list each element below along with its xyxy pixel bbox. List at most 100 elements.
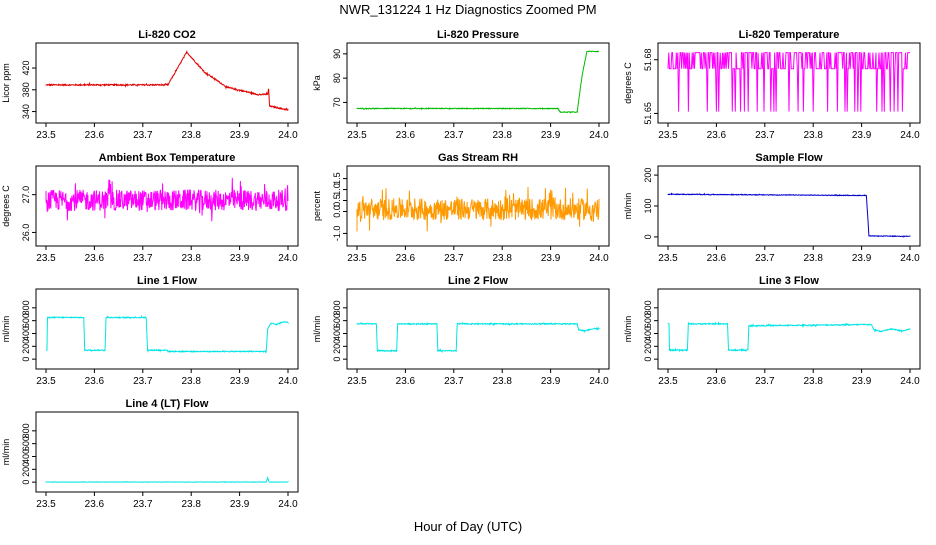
y-tick-label: 0.5 <box>332 194 342 207</box>
y-axis-label: degrees C <box>1 185 11 227</box>
x-tick-label: 23.5 <box>347 376 367 387</box>
x-tick-label: 23.9 <box>230 499 250 510</box>
panel-9: Line 3 Flow ml/min 23.5 23.6 23.7 23.8 23.9 24.… <box>623 275 921 387</box>
x-tick-label: 23.8 <box>492 253 512 264</box>
x-tick-label: 24.0 <box>278 130 298 141</box>
series-line <box>356 321 600 354</box>
x-tick-label: 23.7 <box>133 499 153 510</box>
x-tick-label: 23.8 <box>492 376 512 387</box>
panel-title: Line 3 Flow <box>759 275 819 287</box>
y-tick-label: 380 <box>21 82 31 97</box>
panel-title: Ambient Box Temperature <box>99 152 236 164</box>
y-tick-label: 600 <box>21 436 31 451</box>
y-axis-label: ml/min <box>623 193 633 220</box>
x-tick-label: 23.9 <box>852 130 872 141</box>
x-tick-label: 23.7 <box>133 130 153 141</box>
x-tick-label: 23.5 <box>658 130 678 141</box>
x-tick-label: 23.5 <box>36 253 56 264</box>
x-tick-label: 23.6 <box>707 130 727 141</box>
panel-title: Li-820 Temperature <box>739 29 840 41</box>
panel-title: Sample Flow <box>755 152 823 164</box>
y-tick-label: 0 <box>643 357 653 362</box>
x-tick-label: 23.7 <box>444 130 464 141</box>
x-tick-label: 23.8 <box>803 130 823 141</box>
y-tick-label: 600 <box>332 313 342 328</box>
x-tick-label: 23.6 <box>396 376 416 387</box>
series-line <box>45 314 289 354</box>
panel-1: Li-820 CO2 Licor ppm 23.5 23.6 23.7 23.8 23.9 2… <box>1 29 299 141</box>
panel-4: Ambient Box Temperature degrees C 23.5 23.6… <box>1 152 299 264</box>
y-tick-label: 800 <box>21 423 31 438</box>
series-line <box>45 177 289 222</box>
y-tick-label: 0 <box>643 234 653 239</box>
y-axis-label: ml/min <box>312 316 322 343</box>
y-tick-label: 90 <box>332 49 342 59</box>
series-line <box>356 186 600 232</box>
y-tick-label: 200 <box>21 462 31 477</box>
y-tick-label: 400 <box>643 326 653 341</box>
y-tick-label: 200 <box>332 339 342 354</box>
y-tick-label: 800 <box>643 300 653 315</box>
x-tick-label: 23.7 <box>755 253 775 264</box>
figure-title: NWR_131224 1 Hz Diagnostics Zoomed PM <box>339 2 596 17</box>
plot-frame <box>346 165 610 247</box>
panel-title: Gas Stream RH <box>438 152 518 164</box>
panel-8: Line 2 Flow ml/min 23.5 23.6 23.7 23.8 23.9 24.… <box>312 275 610 387</box>
x-tick-label: 24.0 <box>278 253 298 264</box>
x-tick-label: 23.9 <box>541 376 561 387</box>
plot-frame <box>35 42 299 124</box>
x-tick-label: 24.0 <box>900 130 920 141</box>
panel-6: Sample Flow ml/min 23.5 23.6 23.7 23.8 23.9 24.… <box>623 152 921 264</box>
x-tick-label: 24.0 <box>589 376 609 387</box>
x-tick-label: 23.9 <box>852 376 872 387</box>
x-tick-label: 24.0 <box>900 253 920 264</box>
x-tick-label: 23.8 <box>181 130 201 141</box>
y-tick-label: 340 <box>21 104 31 119</box>
plot-frame <box>35 288 299 370</box>
panel-5: Gas Stream RH percent 23.5 23.6 23.7 23.8 23.9… <box>312 152 610 264</box>
series-line <box>356 50 600 114</box>
y-tick-label: 420 <box>21 61 31 76</box>
plot-frame <box>346 288 610 370</box>
x-tick-label: 23.7 <box>755 130 775 141</box>
panel-3: Li-820 Temperature degrees C 23.5 23.6 23.7 2… <box>623 29 921 141</box>
panel-title: Line 1 Flow <box>137 275 197 287</box>
x-tick-label: 24.0 <box>589 253 609 264</box>
x-tick-label: 23.9 <box>230 376 250 387</box>
x-tick-label: 23.6 <box>707 253 727 264</box>
y-axis-label: degrees C <box>623 62 633 104</box>
y-tick-label: 1.0 <box>332 183 342 196</box>
x-tick-label: 23.7 <box>444 253 464 264</box>
panel-title: Li-820 CO2 <box>138 29 195 41</box>
y-tick-label: 400 <box>21 326 31 341</box>
x-tick-label: 23.5 <box>36 376 56 387</box>
x-tick-label: 23.5 <box>36 130 56 141</box>
x-tick-label: 23.8 <box>181 253 201 264</box>
x-tick-label: 24.0 <box>278 499 298 510</box>
series-line <box>45 476 289 484</box>
x-tick-label: 23.5 <box>347 253 367 264</box>
plot-frame <box>346 42 610 124</box>
y-tick-label: 0 <box>332 357 342 362</box>
y-axis-label: percent <box>312 190 322 221</box>
plot-frame <box>657 288 921 370</box>
series-line <box>667 52 910 112</box>
x-tick-label: 23.9 <box>541 253 561 264</box>
y-tick-label: 200 <box>21 339 31 354</box>
y-tick-label: 1.5 <box>332 172 342 185</box>
x-tick-label: 23.8 <box>803 376 823 387</box>
x-tick-label: 23.5 <box>658 253 678 264</box>
x-tick-label: 24.0 <box>589 130 609 141</box>
plot-frame <box>35 165 299 247</box>
y-tick-label: 100 <box>643 198 653 213</box>
y-axis-label: ml/min <box>1 316 11 343</box>
y-tick-label: 26.0 <box>21 224 31 242</box>
y-tick-label: 400 <box>332 326 342 341</box>
y-tick-label: 70 <box>332 97 342 107</box>
x-tick-label: 23.9 <box>230 253 250 264</box>
y-tick-label: 800 <box>332 300 342 315</box>
y-tick-label: 200 <box>643 339 653 354</box>
y-tick-label: 51.65 <box>643 102 653 125</box>
x-tick-label: 23.6 <box>85 253 105 264</box>
x-tick-label: 23.8 <box>181 499 201 510</box>
